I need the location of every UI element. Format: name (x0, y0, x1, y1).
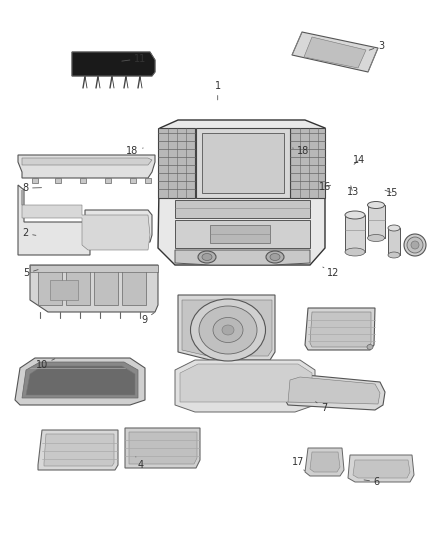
Ellipse shape (345, 248, 365, 256)
Text: 8: 8 (22, 183, 42, 193)
Polygon shape (22, 158, 152, 165)
Text: 10: 10 (35, 359, 55, 370)
Text: 13: 13 (346, 185, 359, 197)
Polygon shape (18, 155, 155, 178)
Ellipse shape (199, 306, 257, 354)
Polygon shape (38, 430, 118, 470)
Ellipse shape (270, 254, 280, 261)
Ellipse shape (345, 211, 365, 219)
Text: 14: 14 (353, 155, 365, 165)
Polygon shape (310, 312, 371, 347)
Text: 16: 16 (319, 182, 332, 191)
Polygon shape (26, 366, 135, 395)
Polygon shape (368, 205, 385, 238)
Text: 6: 6 (364, 477, 380, 487)
Text: 9: 9 (141, 313, 154, 325)
Polygon shape (30, 265, 158, 312)
Polygon shape (32, 178, 38, 183)
Polygon shape (290, 128, 325, 198)
Text: 1: 1 (215, 82, 221, 100)
Polygon shape (175, 220, 310, 248)
Polygon shape (348, 455, 414, 482)
Polygon shape (178, 295, 275, 360)
Polygon shape (94, 270, 118, 305)
Polygon shape (158, 128, 195, 198)
Ellipse shape (404, 234, 426, 256)
Polygon shape (210, 225, 270, 243)
Text: 18: 18 (293, 146, 310, 156)
Ellipse shape (198, 251, 216, 263)
Polygon shape (288, 377, 380, 404)
Text: 11: 11 (122, 54, 146, 63)
Ellipse shape (367, 235, 385, 241)
Polygon shape (122, 270, 146, 305)
Polygon shape (55, 178, 61, 183)
Ellipse shape (191, 299, 265, 361)
Polygon shape (305, 308, 375, 350)
Polygon shape (72, 52, 155, 76)
Polygon shape (175, 200, 310, 218)
Polygon shape (44, 434, 114, 466)
Polygon shape (18, 185, 152, 255)
Text: 5: 5 (23, 269, 38, 278)
Polygon shape (158, 120, 325, 265)
Polygon shape (22, 362, 138, 398)
Polygon shape (305, 448, 344, 476)
Polygon shape (310, 452, 340, 472)
Polygon shape (196, 128, 290, 198)
Polygon shape (130, 178, 136, 183)
Ellipse shape (388, 252, 400, 258)
Text: 2: 2 (22, 229, 36, 238)
Polygon shape (129, 432, 197, 464)
Ellipse shape (367, 201, 385, 208)
Text: 7: 7 (316, 402, 327, 413)
Ellipse shape (407, 237, 423, 253)
Polygon shape (182, 300, 272, 356)
Polygon shape (80, 178, 86, 183)
Polygon shape (105, 178, 111, 183)
Polygon shape (175, 250, 310, 265)
Text: 17: 17 (292, 457, 304, 471)
Polygon shape (145, 178, 151, 183)
Text: 3: 3 (369, 41, 384, 51)
Polygon shape (66, 270, 90, 305)
Ellipse shape (222, 325, 234, 335)
Polygon shape (280, 374, 385, 410)
Ellipse shape (367, 344, 373, 350)
Polygon shape (38, 270, 62, 305)
Polygon shape (50, 280, 78, 300)
Text: 4: 4 (136, 457, 143, 470)
Polygon shape (202, 133, 284, 193)
Text: 15: 15 (385, 188, 399, 198)
Text: 18: 18 (126, 146, 143, 156)
Polygon shape (22, 190, 150, 250)
Polygon shape (180, 364, 312, 402)
Ellipse shape (202, 254, 212, 261)
Polygon shape (15, 358, 145, 405)
Text: 12: 12 (323, 267, 339, 278)
Ellipse shape (213, 318, 243, 343)
Polygon shape (388, 228, 400, 255)
Polygon shape (345, 215, 365, 252)
Polygon shape (292, 32, 378, 72)
Polygon shape (353, 460, 410, 478)
Polygon shape (125, 428, 200, 468)
Ellipse shape (411, 241, 419, 249)
Ellipse shape (266, 251, 284, 263)
Polygon shape (304, 37, 366, 68)
Polygon shape (30, 265, 158, 272)
Ellipse shape (388, 225, 400, 231)
Polygon shape (175, 360, 315, 412)
